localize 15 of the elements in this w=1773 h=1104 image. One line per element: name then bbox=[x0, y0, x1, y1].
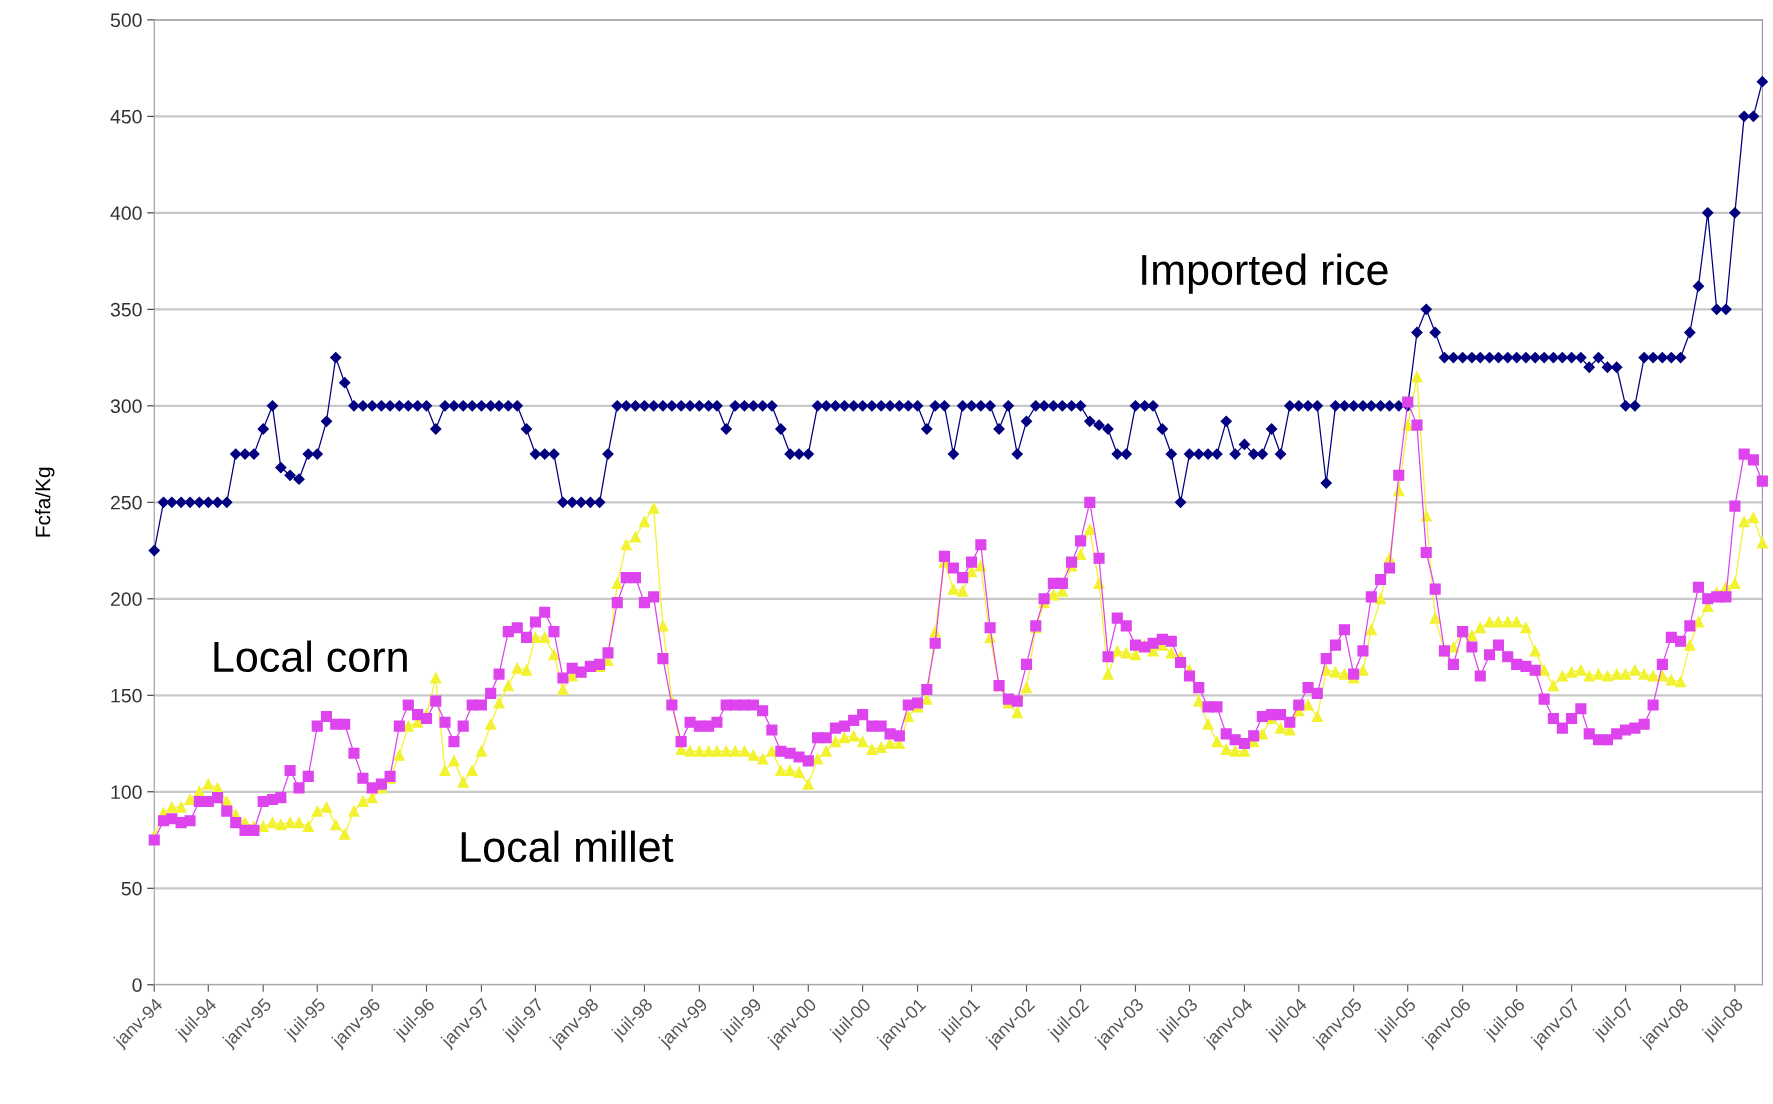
y-tick-label: 50 bbox=[121, 881, 142, 896]
annotation: Local millet bbox=[461, 830, 674, 863]
y-tick-label: 350 bbox=[110, 302, 142, 317]
y-axis-title: Fcfa/Kg bbox=[35, 467, 55, 537]
y-tick-label: 450 bbox=[110, 109, 142, 124]
annotation: Imported rice bbox=[1142, 253, 1388, 294]
y-tick-label: 200 bbox=[110, 592, 142, 607]
y-tick-label: 500 bbox=[110, 13, 142, 28]
y-tick-label: 150 bbox=[111, 688, 142, 703]
y-tick-label: 100 bbox=[111, 785, 142, 800]
y-tick-label: 400 bbox=[110, 206, 142, 221]
y-tick-label: 300 bbox=[110, 399, 142, 414]
annotation: Local corn bbox=[214, 640, 407, 673]
y-tick-label: 250 bbox=[110, 495, 142, 510]
y-tick-label: 0 bbox=[132, 978, 142, 992]
